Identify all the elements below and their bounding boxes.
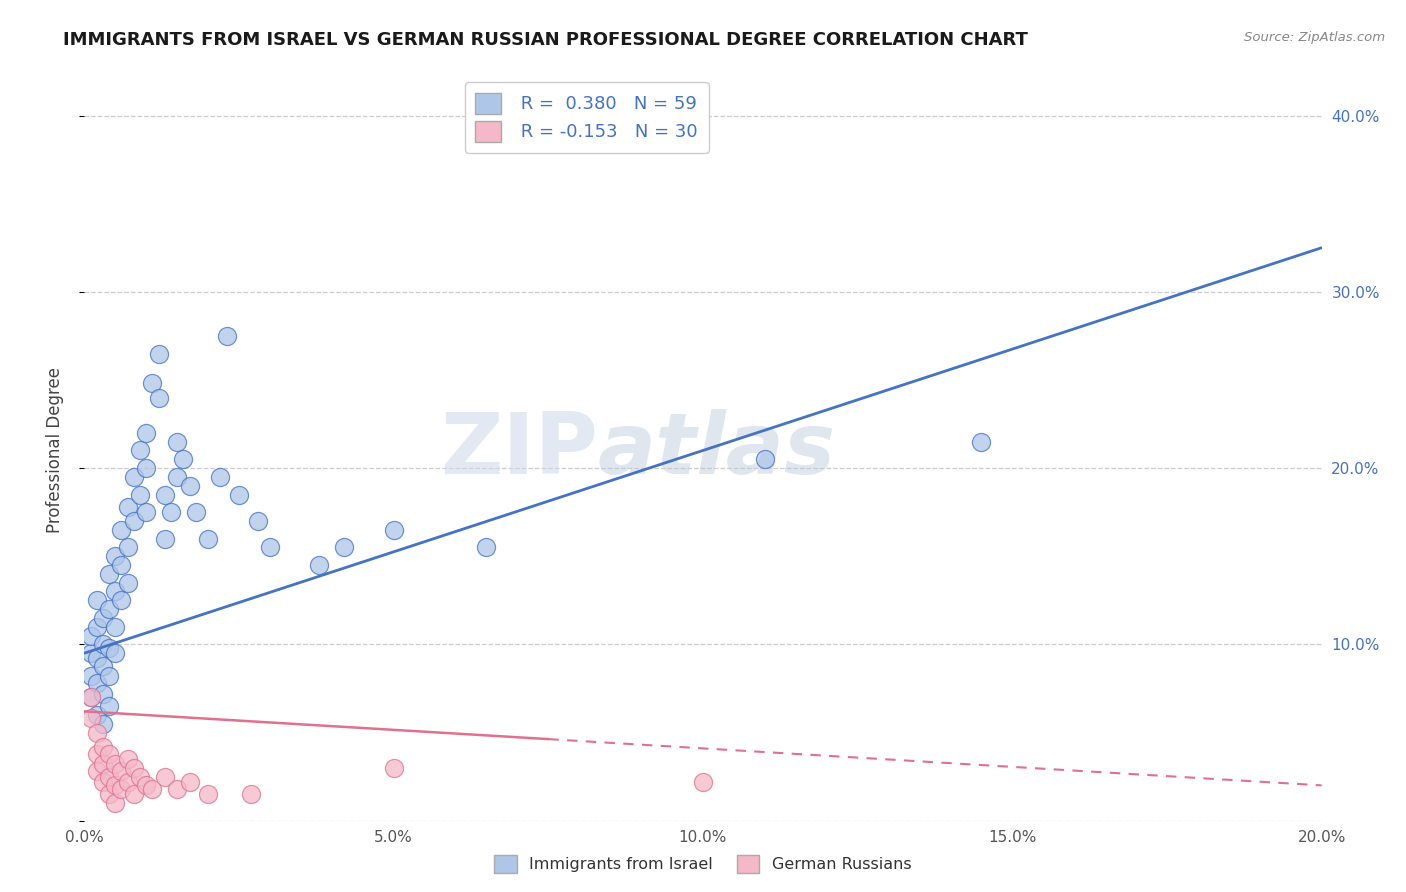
Point bbox=[79, 628, 101, 642]
Point bbox=[117, 541, 139, 555]
Point bbox=[148, 346, 170, 360]
Point bbox=[135, 425, 157, 440]
Point bbox=[98, 747, 121, 761]
Point bbox=[129, 770, 152, 784]
Point bbox=[209, 470, 232, 484]
Legend:  R =  0.380   N = 59,  R = -0.153   N = 30: R = 0.380 N = 59, R = -0.153 N = 30 bbox=[464, 82, 709, 153]
Point bbox=[117, 775, 139, 789]
Point bbox=[86, 593, 108, 607]
Point bbox=[970, 434, 993, 449]
Point bbox=[117, 575, 139, 590]
Point bbox=[382, 761, 405, 775]
Point bbox=[153, 532, 176, 546]
Point bbox=[91, 716, 114, 731]
Point bbox=[98, 602, 121, 616]
Point bbox=[104, 584, 127, 599]
Point bbox=[91, 611, 114, 625]
Point bbox=[79, 690, 101, 705]
Y-axis label: Professional Degree: Professional Degree bbox=[45, 368, 63, 533]
Point bbox=[86, 747, 108, 761]
Point bbox=[98, 669, 121, 683]
Point bbox=[104, 757, 127, 772]
Point bbox=[110, 781, 132, 796]
Point bbox=[98, 699, 121, 714]
Point bbox=[79, 711, 101, 725]
Point bbox=[79, 669, 101, 683]
Point bbox=[98, 640, 121, 655]
Point bbox=[104, 549, 127, 564]
Point bbox=[135, 778, 157, 792]
Point bbox=[135, 461, 157, 475]
Point bbox=[259, 541, 281, 555]
Point bbox=[91, 637, 114, 651]
Point bbox=[197, 532, 219, 546]
Point bbox=[153, 487, 176, 501]
Point bbox=[228, 487, 250, 501]
Text: atlas: atlas bbox=[598, 409, 837, 492]
Point bbox=[129, 487, 152, 501]
Point bbox=[153, 770, 176, 784]
Point bbox=[333, 541, 356, 555]
Point bbox=[122, 470, 145, 484]
Point bbox=[475, 541, 498, 555]
Point bbox=[91, 775, 114, 789]
Point bbox=[110, 523, 132, 537]
Point bbox=[91, 687, 114, 701]
Point bbox=[104, 620, 127, 634]
Legend: Immigrants from Israel, German Russians: Immigrants from Israel, German Russians bbox=[488, 848, 918, 880]
Point bbox=[110, 558, 132, 572]
Text: IMMIGRANTS FROM ISRAEL VS GERMAN RUSSIAN PROFESSIONAL DEGREE CORRELATION CHART: IMMIGRANTS FROM ISRAEL VS GERMAN RUSSIAN… bbox=[63, 31, 1028, 49]
Text: Source: ZipAtlas.com: Source: ZipAtlas.com bbox=[1244, 31, 1385, 45]
Point bbox=[166, 434, 188, 449]
Point bbox=[117, 500, 139, 514]
Point bbox=[179, 479, 201, 493]
Point bbox=[117, 752, 139, 766]
Point bbox=[91, 658, 114, 673]
Point bbox=[86, 764, 108, 779]
Point bbox=[122, 787, 145, 801]
Point bbox=[122, 514, 145, 528]
Point bbox=[184, 505, 207, 519]
Point bbox=[166, 781, 188, 796]
Point bbox=[692, 775, 714, 789]
Point bbox=[382, 523, 405, 537]
Point bbox=[98, 770, 121, 784]
Point bbox=[79, 690, 101, 705]
Point bbox=[91, 757, 114, 772]
Point bbox=[91, 739, 114, 754]
Point bbox=[240, 787, 263, 801]
Point bbox=[148, 391, 170, 405]
Point bbox=[86, 676, 108, 690]
Point bbox=[86, 651, 108, 665]
Point bbox=[122, 761, 145, 775]
Point bbox=[104, 646, 127, 660]
Point bbox=[215, 329, 238, 343]
Point bbox=[110, 593, 132, 607]
Point bbox=[86, 725, 108, 739]
Point bbox=[104, 778, 127, 792]
Point bbox=[197, 787, 219, 801]
Point bbox=[166, 470, 188, 484]
Text: ZIP: ZIP bbox=[440, 409, 598, 492]
Point bbox=[86, 707, 108, 722]
Point bbox=[179, 775, 201, 789]
Point bbox=[308, 558, 330, 572]
Point bbox=[98, 787, 121, 801]
Point bbox=[172, 452, 194, 467]
Point bbox=[141, 376, 163, 391]
Point bbox=[110, 764, 132, 779]
Point bbox=[135, 505, 157, 519]
Point bbox=[79, 646, 101, 660]
Point bbox=[129, 443, 152, 458]
Point bbox=[160, 505, 183, 519]
Point bbox=[141, 781, 163, 796]
Point bbox=[104, 796, 127, 810]
Point bbox=[246, 514, 269, 528]
Point bbox=[98, 566, 121, 581]
Point bbox=[754, 452, 776, 467]
Point bbox=[86, 620, 108, 634]
